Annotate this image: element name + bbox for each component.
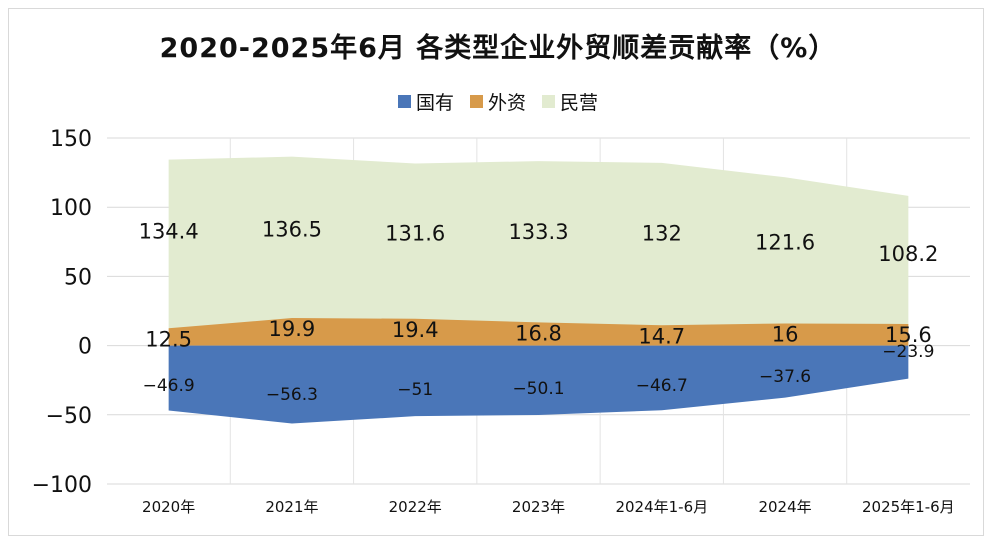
y-tick-label: −50 (46, 404, 92, 429)
area-private (168, 156, 909, 346)
x-tick-label: 2022年 (389, 498, 442, 516)
legend-swatch-state (397, 95, 411, 108)
data-label-private: 132 (642, 221, 682, 245)
data-label-foreign: 14.7 (638, 324, 685, 348)
data-label-state: −51 (397, 380, 433, 400)
area-state (168, 345, 909, 424)
legend-label-private: 民营 (560, 92, 599, 114)
data-label-foreign: 19.4 (392, 318, 439, 342)
y-tick-label: 150 (50, 127, 92, 152)
data-label-foreign: 16.8 (515, 321, 562, 345)
data-label-state: −46.9 (143, 376, 195, 396)
legend-item-private: 民营 (542, 88, 598, 115)
data-label-private: 133.3 (508, 220, 568, 244)
data-label-state: −23.9 (882, 342, 934, 362)
x-tick-label: 2023年 (512, 498, 565, 516)
x-tick-label: 2020年 (142, 498, 195, 516)
data-label-state: −37.6 (759, 367, 811, 387)
x-tick-label: 2025年1-6月 (862, 498, 955, 516)
y-tick-label: −100 (32, 473, 92, 498)
data-label-private: 131.6 (385, 222, 445, 246)
legend-item-foreign: 外资 (469, 88, 526, 115)
legend-swatch-private (542, 95, 555, 108)
x-tick-label: 2024年1-6月 (615, 498, 708, 516)
data-label-state: −56.3 (266, 385, 318, 405)
data-label-private: 134.4 (139, 219, 199, 243)
area-foreign (168, 318, 909, 346)
data-label-state: −50.1 (512, 379, 564, 399)
data-label-private: 121.6 (755, 230, 815, 254)
data-label-foreign: 15.6 (885, 323, 932, 347)
legend-item-state: 国有 (397, 88, 454, 115)
x-tick-label: 2021年 (265, 498, 318, 516)
y-tick-label: 100 (50, 196, 92, 221)
x-tick-label: 2024年 (758, 498, 811, 516)
y-tick-label: 50 (64, 265, 92, 290)
data-label-state: −46.7 (636, 376, 688, 396)
data-label-private: 136.5 (262, 217, 322, 241)
data-label-private: 108.2 (878, 242, 938, 266)
legend: 国有 外资 民营 (0, 88, 996, 115)
legend-swatch-foreign (469, 95, 483, 108)
data-label-foreign: 16 (772, 322, 799, 346)
chart-frame (8, 8, 984, 536)
data-label-foreign: 19.9 (269, 317, 316, 341)
legend-label-foreign: 外资 (487, 92, 526, 114)
legend-label-state: 国有 (415, 92, 454, 114)
chart-title: 2020-2025年6月 各类型企业外贸顺差贡献率（%） (159, 33, 837, 64)
data-label-foreign: 12.5 (145, 327, 192, 351)
y-tick-label: 0 (78, 335, 92, 360)
